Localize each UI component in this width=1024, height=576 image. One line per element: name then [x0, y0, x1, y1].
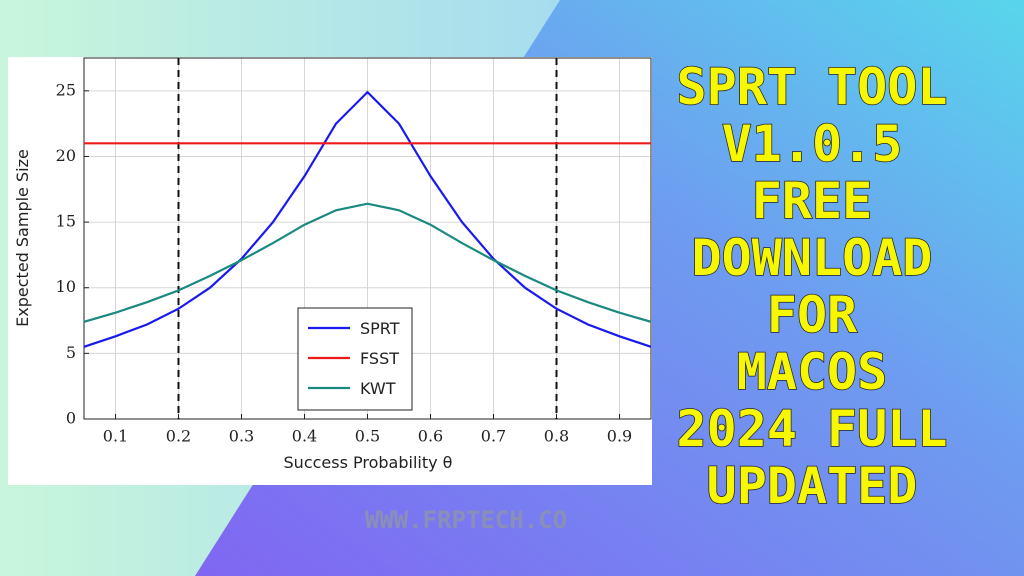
x-axis-label: Success Probability θ: [284, 453, 453, 472]
headline-line: UPDATED: [707, 457, 918, 515]
legend-label: KWT: [360, 379, 396, 398]
chart-panel: [8, 57, 652, 485]
headline-line: MACOS: [737, 343, 888, 401]
y-tick-label: 20: [56, 146, 76, 165]
x-tick-label: 0.6: [418, 427, 443, 446]
y-tick-label: 0: [66, 409, 76, 428]
legend-label: SPRT: [360, 319, 400, 338]
y-tick-label: 15: [56, 212, 76, 231]
headline: SPRT TOOLV1.0.5FREEDOWNLOADFORMACOS2024 …: [676, 57, 948, 516]
y-axis-label: Expected Sample Size: [13, 149, 32, 327]
headline-line: 2024 FULL: [677, 400, 948, 458]
plot-frame: [83, 57, 652, 420]
y-tick-label: 10: [56, 277, 76, 296]
watermark: WWW.FRPTECH.CO: [365, 506, 567, 534]
headline-line: DOWNLOAD: [692, 229, 933, 287]
headline-line: SPRT TOOL: [677, 58, 948, 116]
x-tick-label: 0.2: [166, 427, 191, 446]
x-tick-label: 0.8: [544, 427, 569, 446]
headline-line: FREE: [752, 172, 872, 230]
headline-line: V1.0.5: [722, 115, 903, 173]
x-tick-label: 0.5: [355, 427, 380, 446]
series-line: [83, 90, 652, 348]
headline-line: FOR: [767, 286, 858, 344]
plot: 0 5 10 15 20 25 0.1 0.2 0.3 0.4 0.5 0.6 0.7 0.8 0.9 SPR…: [56, 57, 652, 446]
series-line: [83, 202, 652, 323]
y-tick-label: 5: [66, 343, 76, 362]
legend-label: FSST: [360, 349, 399, 368]
y-tick-label: 25: [56, 80, 76, 99]
x-tick-label: 0.3: [229, 427, 254, 446]
x-tick-label: 0.1: [103, 427, 128, 446]
x-tick-label: 0.4: [292, 427, 317, 446]
x-tick-label: 0.7: [481, 427, 506, 446]
x-tick-label: 0.9: [607, 427, 632, 446]
